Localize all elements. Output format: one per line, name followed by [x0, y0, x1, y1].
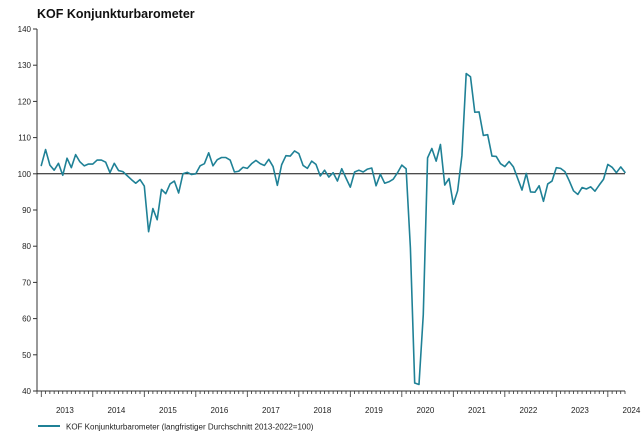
y-axis: 40 50 60 70 80 90 100 110 120 130 140 — [18, 25, 38, 396]
y-tick-label: 80 — [22, 242, 31, 251]
x-tick-label: 2015 — [159, 406, 177, 415]
y-tick-label: 140 — [18, 25, 32, 34]
x-tick-label: 2014 — [108, 406, 126, 415]
legend: KOF Konjunkturbarometer (langfristiger D… — [38, 423, 314, 432]
x-tick-label: 2013 — [56, 406, 74, 415]
series-layer — [40, 72, 626, 386]
y-tick-label: 110 — [18, 134, 31, 143]
y-tick-label: 70 — [22, 278, 31, 287]
x-tick-label: 2019 — [365, 406, 383, 415]
legend-label: KOF Konjunkturbarometer (langfristiger D… — [66, 423, 314, 432]
x-tick-label: 2024 — [623, 406, 641, 415]
y-tick-label: 130 — [18, 61, 32, 70]
x-tick-label: 2021 — [468, 406, 486, 415]
x-tick-label: 2017 — [262, 406, 280, 415]
y-tick-label: 100 — [18, 170, 32, 179]
y-tick-label: 40 — [22, 387, 31, 396]
x-tick-label: 2018 — [314, 406, 332, 415]
series-line — [40, 72, 626, 386]
y-tick-label: 60 — [22, 315, 31, 324]
x-tick-label: 2020 — [417, 406, 435, 415]
x-tick-label: 2016 — [211, 406, 229, 415]
y-tick-label: 120 — [18, 97, 32, 106]
chart-title: KOF Konjunkturbarometer — [37, 7, 195, 21]
x-axis: 2013 2014 2015 2016 2017 2018 2019 2020 2021 2022… — [36, 390, 641, 415]
x-tick-label: 2022 — [520, 406, 538, 415]
x-tick-label: 2023 — [571, 406, 589, 415]
y-tick-label: 50 — [22, 351, 31, 360]
y-tick-label: 90 — [22, 206, 31, 215]
